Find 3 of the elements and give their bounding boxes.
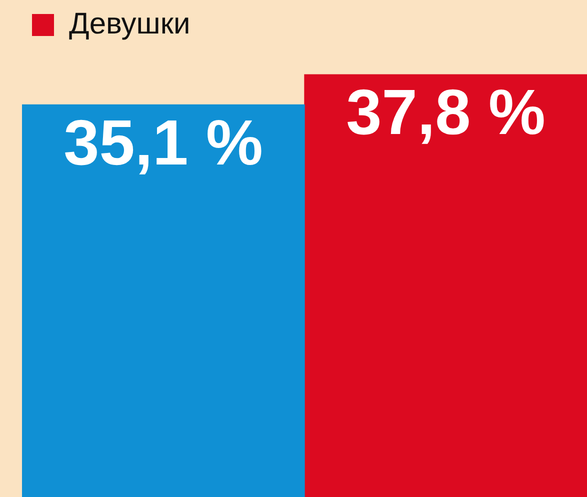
data-label: 37,8 %	[346, 76, 546, 148]
data-label: 35,1 %	[64, 106, 263, 178]
legend-label: Девушки	[69, 7, 190, 40]
